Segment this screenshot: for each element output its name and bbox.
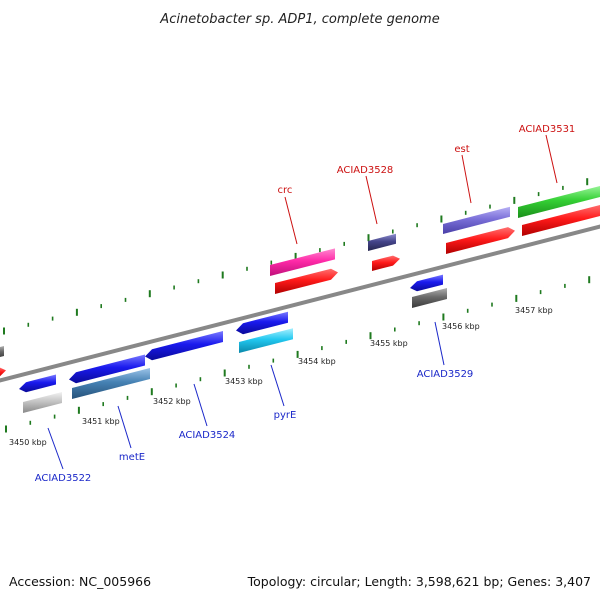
kbp-label-3456: 3456 kbp xyxy=(442,322,480,331)
gene-feature-crc-b xyxy=(275,268,338,294)
gene-feature-aciad3528-b xyxy=(372,255,400,271)
kbp-label-3452: 3452 kbp xyxy=(153,397,191,406)
leader-aciad3529 xyxy=(434,321,445,366)
gene-feature-est-a xyxy=(443,206,510,234)
gene-label-aciad3531: ACIAD3531 xyxy=(519,124,576,135)
gene-feature-aciad3522-a xyxy=(19,374,56,393)
gene-feature-aciad3524 xyxy=(145,331,223,361)
gene-feature-edge-red xyxy=(0,367,6,377)
gene-label-aciad3522: ACIAD3522 xyxy=(35,473,92,484)
gene-feature-aciad3531-b xyxy=(522,205,600,236)
kbp-label-3450: 3450 kbp xyxy=(9,438,47,447)
genome-summary-text: Topology: circular; Length: 3,598,621 bp… xyxy=(247,574,591,589)
gene-feature-aciad3522-b xyxy=(23,392,62,413)
gene-feature-edge-gray xyxy=(0,346,4,357)
kbp-label-3453: 3453 kbp xyxy=(225,377,263,386)
gene-feature-mete-a xyxy=(69,354,145,384)
gene-feature-est-b xyxy=(446,227,515,254)
kbp-label-3455: 3455 kbp xyxy=(370,339,408,348)
leader-aciad3528 xyxy=(365,175,378,225)
gene-label-est: est xyxy=(454,144,469,155)
gene-feature-aciad3529-b xyxy=(412,288,447,308)
leader-est xyxy=(461,154,472,204)
map-title: Acinetobacter sp. ADP1, complete genome xyxy=(159,12,439,27)
gene-feature-mete-b xyxy=(72,368,150,399)
gene-feature-crc-a xyxy=(270,248,335,276)
gene-feature-aciad3528-a xyxy=(368,233,396,251)
kbp-label-3451: 3451 kbp xyxy=(82,417,120,426)
leader-aciad3531 xyxy=(545,134,558,184)
gene-label-mete: metE xyxy=(119,452,145,463)
gene-feature-aciad3531-a xyxy=(518,186,600,218)
gene-label-aciad3528: ACIAD3528 xyxy=(337,165,394,176)
leader-aciad3522 xyxy=(47,427,64,470)
leader-aciad3524 xyxy=(193,383,208,427)
gene-label-pyre: pyrE xyxy=(274,410,297,421)
genome-backbone xyxy=(0,224,600,383)
kbp-label-3457: 3457 kbp xyxy=(515,306,553,315)
tick-row-bottom xyxy=(5,276,591,433)
gene-feature-pyre-b xyxy=(239,328,293,353)
kbp-label-3454: 3454 kbp xyxy=(298,357,336,366)
gene-label-aciad3529: ACIAD3529 xyxy=(417,369,474,380)
leader-crc xyxy=(284,196,298,245)
gene-label-crc: crc xyxy=(278,185,293,196)
accession-text: Accession: NC_005966 xyxy=(9,574,151,589)
tick-row-top xyxy=(3,178,589,335)
leader-mete xyxy=(117,405,132,449)
gene-feature-aciad3529-a xyxy=(410,274,443,292)
leader-pyre xyxy=(270,364,285,407)
gene-label-aciad3524: ACIAD3524 xyxy=(179,430,236,441)
gene-feature-pyre-a xyxy=(236,311,288,335)
gene-features xyxy=(0,186,600,413)
